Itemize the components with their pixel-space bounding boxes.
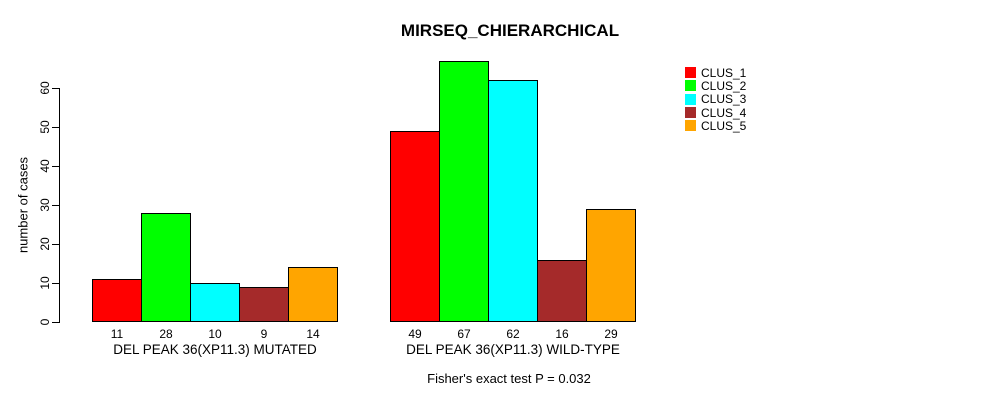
- bar-value-label: 49: [408, 327, 422, 341]
- y-tick-label: 50: [38, 120, 52, 134]
- bar-clus_5-group1: [288, 267, 338, 322]
- y-tick-label: 20: [38, 237, 52, 251]
- bar-clus_2-group2: [439, 60, 489, 322]
- legend-label: CLUS_5: [701, 118, 747, 133]
- y-axis-line: [59, 88, 60, 323]
- legend-swatch-icon: [685, 120, 696, 132]
- bar-value-label: 14: [306, 327, 320, 341]
- bar-clus_4-group2: [537, 259, 587, 322]
- chart-title: MIRSEQ_CHIERARCHICAL: [400, 21, 620, 40]
- legend-label: CLUS_1: [701, 65, 747, 80]
- y-tick-mark: [52, 166, 59, 167]
- y-tick-mark: [52, 88, 59, 89]
- bar-value-label: 28: [159, 327, 173, 341]
- bar-value-label: 29: [604, 327, 618, 341]
- legend-item-clus_4: CLUS_4: [685, 106, 746, 119]
- y-tick-mark: [52, 127, 59, 128]
- bar-value-label: 11: [110, 327, 124, 341]
- legend-item-clus_5: CLUS_5: [685, 119, 746, 132]
- legend-item-clus_1: CLUS_1: [685, 66, 746, 79]
- legend-swatch-icon: [685, 93, 696, 105]
- y-tick-label: 40: [38, 159, 52, 173]
- bar-clus_2-group1: [141, 212, 191, 322]
- bar-value-label: 67: [457, 327, 471, 341]
- legend-label: CLUS_2: [701, 78, 747, 93]
- legend-item-clus_2: CLUS_2: [685, 79, 746, 92]
- bar-clus_3-group2: [488, 80, 538, 322]
- fisher-test-annotation: Fisher's exact test P = 0.032: [427, 371, 591, 386]
- bar-clus_1-group1: [92, 279, 142, 322]
- y-axis-title: number of cases: [15, 156, 31, 254]
- y-tick-mark: [52, 205, 59, 206]
- y-tick-label: 30: [38, 198, 52, 212]
- group-label-wild-type: DEL PEAK 36(XP11.3) WILD-TYPE: [406, 342, 620, 357]
- legend-swatch-icon: [685, 80, 696, 92]
- bar-clus_5-group2: [586, 208, 636, 322]
- legend-label: CLUS_3: [701, 92, 747, 107]
- y-tick-label: 60: [38, 81, 52, 95]
- bar-clus_1-group2: [390, 130, 440, 322]
- y-tick-mark: [52, 244, 59, 245]
- bar-clus_4-group1: [239, 286, 289, 322]
- bar-value-label: 16: [555, 327, 569, 341]
- y-tick-mark: [52, 283, 59, 284]
- legend: CLUS_1 CLUS_2 CLUS_3 CLUS_4 CLUS_5: [685, 66, 746, 132]
- legend-item-clus_3: CLUS_3: [685, 93, 746, 106]
- y-tick-mark: [52, 322, 59, 323]
- bar-clus_3-group1: [190, 283, 240, 322]
- bar-value-label: 62: [506, 327, 520, 341]
- group-label-mutated: DEL PEAK 36(XP11.3) MUTATED: [113, 342, 317, 357]
- y-tick-label: 0: [38, 318, 52, 326]
- legend-swatch-icon: [685, 107, 696, 119]
- legend-swatch-icon: [685, 67, 696, 79]
- y-tick-label: 10: [38, 276, 52, 290]
- legend-label: CLUS_4: [701, 105, 747, 120]
- bar-value-label: 10: [208, 327, 222, 341]
- bar-value-label: 9: [260, 327, 268, 341]
